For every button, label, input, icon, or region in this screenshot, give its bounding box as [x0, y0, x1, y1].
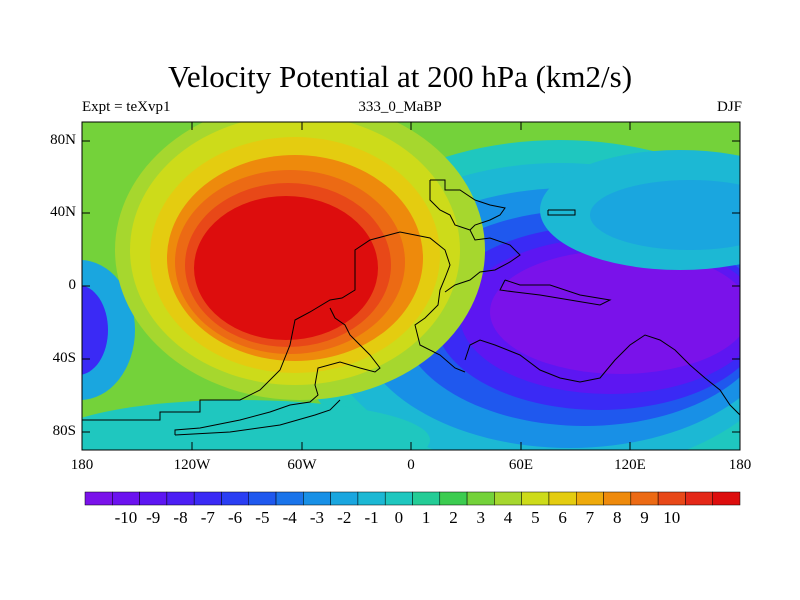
colorbar-box	[357, 491, 386, 506]
colorbar-box	[221, 491, 249, 506]
colorbar-box	[466, 491, 495, 506]
lat-label-40s: 40S	[52, 350, 76, 366]
lon-label-120e: 120E	[614, 457, 646, 473]
experiment-label: Expt = teXvp1	[82, 99, 171, 115]
lon-label-0: 0	[407, 457, 415, 473]
colorbar-box	[248, 491, 277, 506]
colorbar-box	[630, 491, 659, 506]
colorbar-label: 8	[612, 508, 622, 527]
colorbar-box	[166, 491, 195, 506]
colorbar-box	[303, 491, 331, 506]
contour-max	[194, 196, 378, 340]
colorbar-label: -2	[337, 508, 352, 527]
colorbar-label: -3	[309, 508, 325, 527]
case-label: 333_0_MaBP	[358, 99, 442, 115]
colorbar-label: 3	[476, 508, 485, 527]
colorbar-label: -6	[228, 508, 243, 527]
colorbar-box	[330, 491, 359, 506]
colorbar-label: -7	[200, 508, 215, 527]
colorbar-label: -4	[282, 508, 297, 527]
colorbar-box	[412, 491, 441, 506]
colorbar-box	[139, 491, 168, 506]
colorbar-label: -5	[255, 508, 270, 527]
colorbar-box	[603, 491, 632, 506]
lon-label-60e: 60E	[508, 457, 534, 473]
lat-label-40n: 40N	[50, 204, 76, 220]
colorbar-box	[193, 491, 222, 506]
colorbar-box	[521, 491, 550, 506]
colorbar-label: -10	[114, 508, 138, 527]
colorbar-box	[494, 491, 522, 506]
colorbar-box	[112, 491, 140, 506]
colorbar-label: 0	[394, 508, 404, 527]
colorbar-label: 4	[503, 508, 513, 527]
colorbar-label: 9	[640, 508, 649, 527]
colorbar-box	[576, 491, 604, 506]
colorbar-label: 10	[663, 508, 681, 527]
colorbar-label: -1	[364, 508, 379, 527]
colorbar-box	[275, 491, 304, 506]
colorbar-box	[712, 491, 741, 506]
contour-min	[490, 250, 740, 374]
lon-label-180w: 180	[70, 457, 94, 473]
colorbar-box	[439, 491, 468, 506]
colorbar-box	[657, 491, 686, 506]
lon-label-180e: 180	[728, 457, 752, 473]
colorbar-label: 2	[449, 508, 458, 527]
colorbar-box	[685, 491, 713, 506]
lat-label-80n: 80N	[50, 132, 76, 148]
axis-ticks	[81, 122, 741, 450]
lon-label-60w: 60W	[287, 457, 317, 473]
colorbar-label: 7	[585, 508, 595, 527]
colorbar	[84, 491, 741, 506]
contour-south-band	[82, 400, 430, 450]
colorbar-label: -9	[146, 508, 161, 527]
colorbar-label: -8	[173, 508, 188, 527]
colorbar-box	[384, 491, 413, 506]
lat-label-80s: 80S	[52, 423, 76, 439]
season-label: DJF	[716, 99, 742, 115]
colorbar-label: 1	[421, 508, 431, 527]
colorbar-box	[84, 491, 113, 506]
coastline	[82, 179, 740, 436]
colorbar-label: 6	[558, 508, 567, 527]
colorbar-label: 5	[531, 508, 540, 527]
contour-field	[82, 122, 740, 450]
colorbar-box	[548, 491, 577, 506]
plot-title: Velocity Potential at 200 hPa (km2/s)	[167, 59, 633, 94]
lat-label-0: 0	[68, 277, 77, 293]
lon-label-120w: 120W	[173, 457, 211, 473]
